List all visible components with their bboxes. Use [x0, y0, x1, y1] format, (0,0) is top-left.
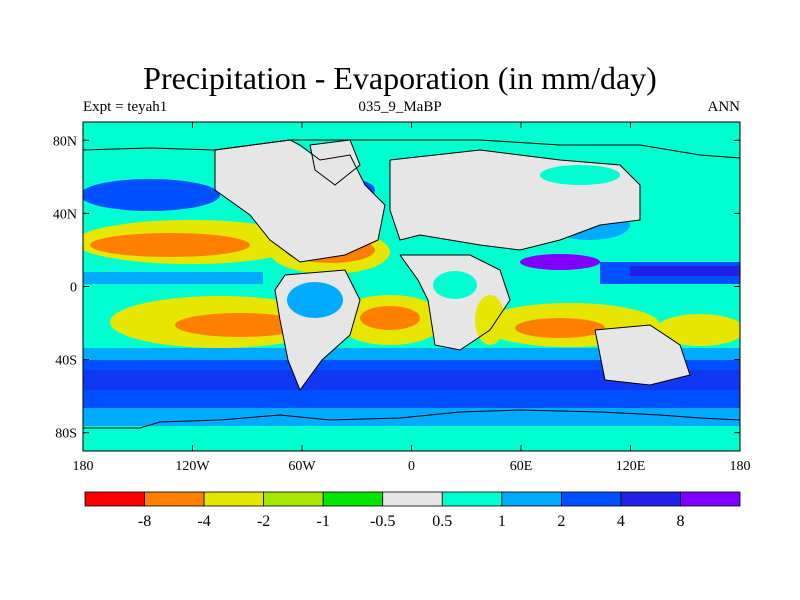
warm-pool-core — [520, 254, 600, 270]
colorbar: -8 -4 -2 -1 -0.5 0.5 1 2 4 8 — [84, 491, 741, 530]
coastline-north-america — [214, 139, 386, 263]
colorbar-label: -1 — [317, 513, 330, 530]
arctic-band — [83, 122, 740, 136]
colorbar-swatch — [144, 491, 205, 507]
coastline-australia — [594, 324, 691, 386]
colorbar-swatch — [501, 491, 562, 507]
south-pacific-dry-core — [175, 313, 305, 337]
plot-title: Precipitation - Evaporation (in mm/day) — [143, 60, 657, 96]
indian-ocean-dry-core — [515, 318, 605, 338]
colorbar-swatch — [560, 491, 622, 507]
southern-midlat-band — [83, 348, 740, 360]
colorbar-swatch — [84, 491, 145, 507]
north-pacific-storm-track — [83, 179, 220, 211]
coastline-greenland — [309, 139, 361, 186]
amazon-wet — [287, 282, 343, 318]
south-atlantic-dry-core — [360, 306, 420, 330]
colorbar-swatch — [620, 491, 681, 507]
experiment-label: Expt = teyah1 — [83, 99, 168, 115]
colorbar-label: 8 — [676, 513, 684, 530]
itcz-pacific — [83, 272, 263, 284]
colorbar-label: -2 — [257, 513, 270, 530]
lon-tick-label: 180 — [73, 459, 94, 474]
latitude-ticks: 80N 40N 0 40S 80S — [53, 134, 740, 442]
lon-tick-label: 60E — [510, 459, 533, 474]
land-australia — [595, 325, 690, 385]
longitude-ticks: 180 120W 60W 0 60E 120E 180 — [73, 122, 751, 474]
colorbar-label: -4 — [197, 513, 210, 530]
itcz-west-pacific-core — [630, 266, 740, 276]
season-label: ANN — [707, 99, 741, 115]
field-layer — [83, 122, 740, 451]
lat-tick-label: 0 — [70, 281, 77, 296]
colorbar-swatch — [680, 491, 741, 507]
coastline-layer — [83, 139, 740, 429]
colorbar-swatch — [322, 491, 384, 507]
colorbar-label: 2 — [557, 513, 565, 530]
lat-tick-label: 40N — [53, 207, 77, 222]
coastline-arctic — [83, 139, 740, 159]
lon-tick-label: 0 — [408, 459, 415, 474]
east-pacific-north-dry — [635, 232, 740, 264]
east-africa-coast — [475, 295, 505, 345]
colorbar-swatch — [203, 491, 265, 507]
colorbar-swatch — [263, 491, 324, 507]
lon-tick-label: 60W — [288, 459, 316, 474]
southern-ocean-inner — [83, 370, 740, 390]
land-greenland — [310, 140, 360, 185]
colorbar-label: 0.5 — [432, 513, 452, 530]
colorbar-swatch — [441, 491, 503, 507]
coastline-south-america — [274, 269, 361, 392]
colorbar-label: 4 — [617, 513, 625, 530]
north-pacific-dry-core — [90, 233, 250, 257]
coastline-antarctica — [83, 409, 740, 429]
lat-tick-label: 40S — [55, 354, 77, 369]
colorbar-swatch — [382, 491, 443, 507]
lat-tick-label: 80N — [53, 134, 77, 149]
south-pacific-east-dry — [655, 314, 740, 346]
lon-tick-label: 120E — [616, 459, 646, 474]
siberia-wet — [540, 165, 620, 185]
lon-tick-label: 180 — [730, 459, 751, 474]
congo-wet — [433, 271, 477, 299]
colorbar-label: -8 — [138, 513, 151, 530]
lon-tick-label: 120W — [175, 459, 210, 474]
coastline-africa — [399, 254, 511, 351]
colorbar-label: 1 — [498, 513, 506, 530]
colorbar-label: -0.5 — [370, 513, 395, 530]
coastline-eurasia — [389, 149, 641, 251]
age-label: 035_9_MaBP — [358, 99, 442, 115]
map-panel: 180 120W 60W 0 60E 120E 180 80N 40N 0 40S 80S — [53, 121, 751, 474]
lat-tick-label: 80S — [55, 427, 77, 442]
